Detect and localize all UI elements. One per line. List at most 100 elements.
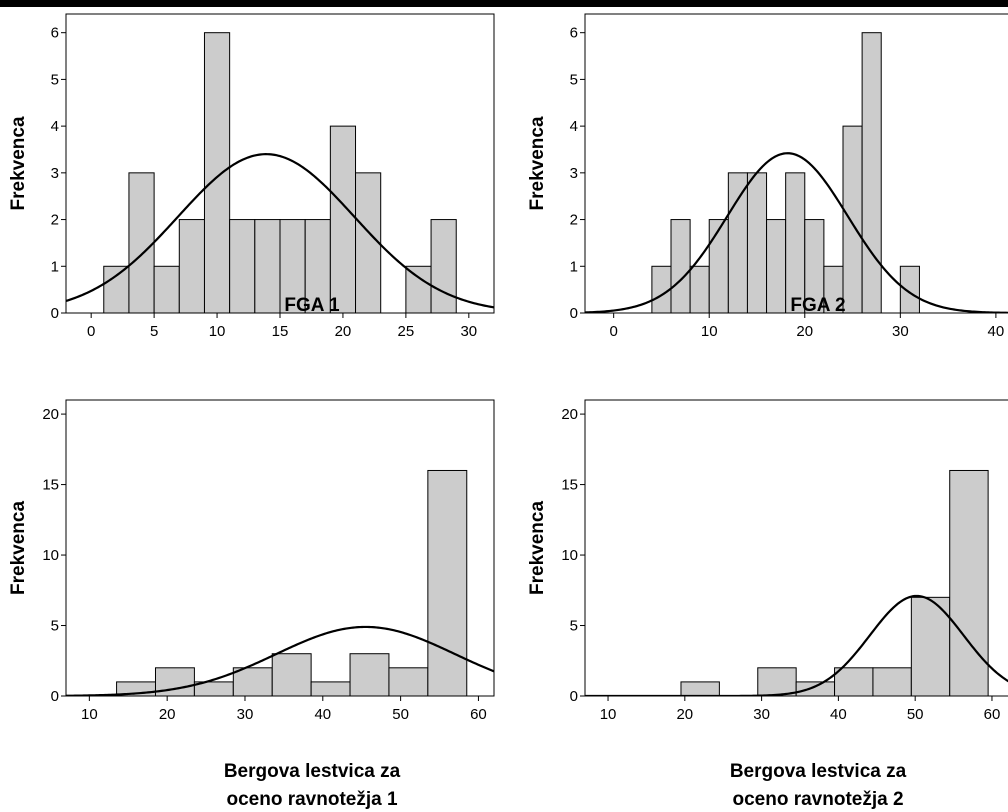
- histogram-bar: [271, 653, 312, 696]
- histogram-bar: [727, 172, 748, 313]
- histogram-panel-4: 0 5 10 15 20 10 20 30 40 50 60 Frekvenca Bergova les…: [527, 399, 1008, 810]
- x-tick-label: 20: [159, 706, 176, 723]
- histogram-bar: [349, 653, 390, 696]
- y-tick-label: 5: [51, 618, 59, 635]
- histogram-panel-2: 0 1 2 3 4 5 6 0 10 20 30 40 Frekvenca FGA 2: [527, 13, 1008, 340]
- y-tick-label: 0: [51, 305, 59, 322]
- histogram-bar: [834, 667, 874, 696]
- histogram-bar: [254, 219, 281, 313]
- y-tick-label: 20: [561, 406, 578, 423]
- x-tick-label: 10: [600, 706, 617, 723]
- y-tick-label: 2: [51, 212, 59, 229]
- histogram-bar: [153, 265, 180, 313]
- y-tick-label: 5: [570, 618, 578, 635]
- x-tick-label: 60: [984, 706, 1001, 723]
- histogram-bar: [708, 219, 729, 313]
- x-tick-label: 15: [272, 323, 289, 340]
- histogram-bar: [232, 667, 273, 696]
- x-tick-label: 20: [796, 323, 813, 340]
- histogram-bar: [861, 32, 882, 313]
- x-tick-label: 10: [81, 706, 98, 723]
- histogram-bar: [203, 32, 231, 313]
- x-tick-label: 0: [87, 323, 95, 340]
- y-axis-label: Frekvenca: [8, 116, 29, 210]
- y-tick-label: 15: [42, 477, 59, 494]
- y-tick-label: 4: [570, 118, 578, 135]
- x-tick-label: 40: [988, 323, 1005, 340]
- y-tick-label: 0: [570, 305, 578, 322]
- histogram-bar: [910, 596, 951, 696]
- y-tick-label: 4: [51, 118, 59, 135]
- normal-curve: [66, 625, 494, 696]
- histogram-bar: [899, 265, 920, 313]
- y-tick-label: 2: [570, 212, 578, 229]
- y-tick-label: 5: [51, 71, 59, 88]
- y-tick-label: 1: [51, 258, 59, 275]
- x-axis-label: FGA 2: [790, 295, 845, 316]
- plot-area: [585, 32, 1008, 313]
- x-tick-label: 50: [392, 706, 409, 723]
- y-tick-label: 6: [570, 25, 578, 42]
- y-tick-label: 0: [51, 688, 59, 705]
- plot-area: [66, 469, 494, 696]
- x-axis-label: oceno ravnotežja 1: [226, 789, 397, 810]
- histogram-bar: [279, 219, 306, 313]
- histogram-bar: [430, 219, 457, 313]
- histogram-bar: [329, 125, 357, 313]
- histogram-bar: [427, 469, 468, 696]
- top-border: [0, 0, 1008, 7]
- histogram-panel-1: 0 1 2 3 4 5 6 0 5 10 15 20 25 30 Frekvenca FGA 1: [8, 13, 495, 340]
- histogram-bar: [310, 681, 351, 696]
- x-axis-label: Bergova lestvica za: [224, 761, 401, 782]
- histogram-bar: [355, 172, 382, 313]
- histogram-bar: [689, 265, 710, 313]
- plot-area: [585, 469, 1008, 696]
- x-tick-label: 30: [237, 706, 254, 723]
- y-tick-label: 6: [51, 25, 59, 42]
- histogram-bar: [795, 681, 836, 696]
- histogram-bar: [229, 219, 256, 313]
- x-tick-label: 30: [892, 323, 909, 340]
- plot-frame: [65, 399, 495, 697]
- histogram-panel-3: 0 5 10 15 20 10 20 30 40 50 60 Frekvenca Bergova les…: [8, 399, 495, 810]
- histogram-bar: [680, 681, 720, 696]
- x-tick-label: 40: [314, 706, 331, 723]
- normal-curve: [585, 594, 1008, 696]
- histogram-bar: [757, 667, 797, 696]
- y-tick-label: 1: [570, 258, 578, 275]
- histogram-bar: [405, 265, 432, 313]
- x-tick-label: 30: [460, 323, 477, 340]
- y-tick-label: 20: [42, 406, 59, 423]
- histogram-bar: [746, 172, 768, 313]
- x-tick-label: 20: [335, 323, 352, 340]
- histogram-bar: [872, 667, 912, 696]
- normal-curve: [585, 152, 1008, 313]
- y-tick-label: 3: [570, 165, 578, 182]
- x-tick-label: 5: [150, 323, 158, 340]
- histogram-bar: [388, 667, 429, 696]
- x-tick-label: 50: [907, 706, 924, 723]
- x-tick-label: 40: [830, 706, 847, 723]
- x-tick-label: 20: [676, 706, 693, 723]
- histogram-bar: [670, 219, 691, 313]
- x-tick-label: 60: [470, 706, 487, 723]
- x-axis-label: FGA 1: [284, 295, 340, 316]
- histogram-bar: [949, 469, 989, 696]
- y-axis-label: Frekvenca: [8, 501, 29, 595]
- histogram-bar: [842, 125, 863, 313]
- x-tick-label: 10: [701, 323, 718, 340]
- x-axis-label: Bergova lestvica za: [730, 761, 907, 782]
- y-tick-label: 10: [42, 547, 59, 564]
- x-tick-label: 25: [398, 323, 415, 340]
- histogram-bar: [304, 219, 331, 313]
- y-tick-label: 0: [570, 688, 578, 705]
- y-tick-label: 3: [51, 165, 59, 182]
- histogram-bar: [103, 265, 130, 313]
- normal-curve: [66, 153, 494, 309]
- histogram-bar: [128, 172, 155, 313]
- x-tick-label: 10: [209, 323, 226, 340]
- x-axis-label: oceno ravnotežja 2: [732, 789, 903, 810]
- y-axis-label: Frekvenca: [527, 501, 548, 595]
- x-tick-label: 30: [753, 706, 770, 723]
